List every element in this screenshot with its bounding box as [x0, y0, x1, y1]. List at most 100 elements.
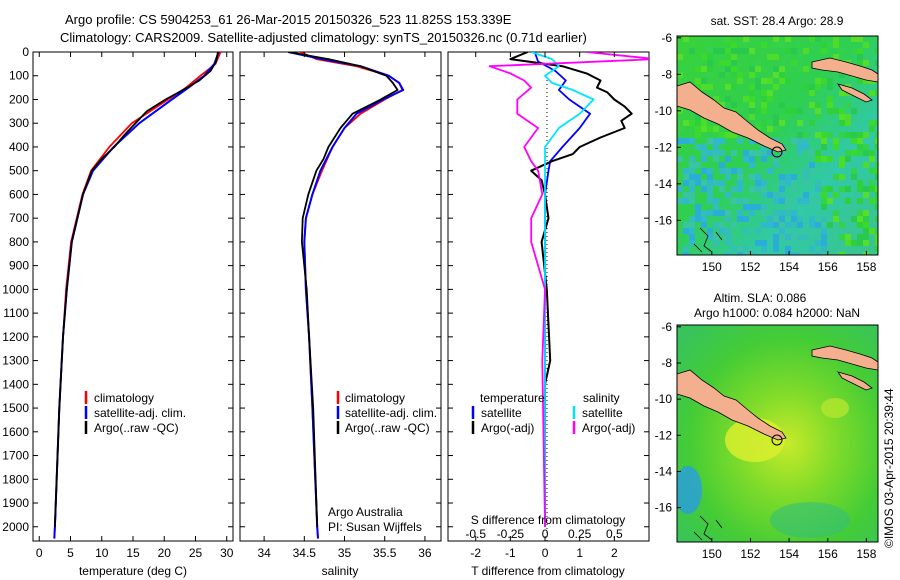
sst-cell [683, 174, 689, 180]
series-line-s-satellite [530, 52, 595, 527]
sst-cell [755, 78, 761, 84]
sst-cell [761, 42, 767, 48]
sst-cell [683, 252, 689, 255]
sst-cell [791, 234, 797, 240]
sst-cell [707, 54, 713, 60]
sst-cell [749, 66, 755, 72]
sst-cell [779, 192, 785, 198]
sst-cell [797, 252, 803, 255]
sst-cell [875, 240, 878, 246]
sst-cell [839, 156, 845, 162]
sst-cell [821, 222, 827, 228]
sst-cell [689, 168, 695, 174]
sst-cell [695, 78, 701, 84]
sst-cell [707, 72, 713, 78]
sst-cell [689, 198, 695, 204]
sla-map-title: Altim. SLA: 0.086 [714, 291, 807, 305]
sst-cell [701, 54, 707, 60]
sst-cell [839, 48, 845, 54]
sst-cell [833, 42, 839, 48]
sst-cell [707, 126, 713, 132]
sst-cell [803, 180, 809, 186]
sst-cell [791, 216, 797, 222]
sst-cell [827, 96, 833, 102]
depth-tick-label: 0 [22, 45, 29, 59]
sst-cell [713, 210, 719, 216]
sst-cell [683, 36, 689, 42]
sst-cell [875, 120, 878, 126]
sst-cell [761, 246, 767, 252]
sst-cell [701, 126, 707, 132]
legend-t-argo-label: Argo(-adj) [481, 421, 534, 435]
depth-tick-label: 1700 [2, 449, 29, 463]
sst-cell [785, 222, 791, 228]
sst-cell [833, 192, 839, 198]
sst-cell [737, 180, 743, 186]
sst-cell [743, 36, 749, 42]
sst-cell [773, 210, 779, 216]
sst-cell [695, 60, 701, 66]
sst-cell [713, 204, 719, 210]
sst-cell [773, 72, 779, 78]
sst-cell [731, 198, 737, 204]
s-tick-label: -0.5 [465, 527, 486, 541]
depth-tick-label: 1100 [3, 306, 29, 320]
sst-cell [845, 240, 851, 246]
sst-cell [839, 252, 845, 255]
sst-cell [863, 186, 869, 192]
sst-cell [737, 252, 743, 255]
sst-cell [791, 210, 797, 216]
sst-cell [797, 144, 803, 150]
sst-cell [731, 48, 737, 54]
sst-cell [761, 240, 767, 246]
sst-cell [695, 120, 701, 126]
sst-cell [863, 60, 869, 66]
sst-cell [803, 66, 809, 72]
sst-cell [695, 84, 701, 90]
sst-cell [707, 234, 713, 240]
sst-cell [827, 108, 833, 114]
annotation-pi: PI: Susan Wijffels [328, 520, 422, 534]
sst-cell [677, 54, 683, 60]
sst-cell [737, 48, 743, 54]
sst-cell [833, 216, 839, 222]
sst-cell [875, 132, 878, 138]
sst-cell [683, 246, 689, 252]
lat-tick-label: -6 [661, 31, 672, 45]
sst-cell [713, 54, 719, 60]
lon-tick-label: 152 [740, 547, 760, 561]
sst-cell [689, 162, 695, 168]
sst-cell [701, 150, 707, 156]
sst-cell [863, 192, 869, 198]
sst-cell [719, 48, 725, 54]
sst-cell [677, 156, 683, 162]
sst-cell [749, 156, 755, 162]
sst-cell [857, 234, 863, 240]
sst-cell [683, 180, 689, 186]
sst-cell [851, 138, 857, 144]
series-line-t-argo-adj- [509, 52, 633, 527]
sst-cell [677, 186, 683, 192]
sst-cell [749, 48, 755, 54]
sst-cell [755, 126, 761, 132]
sst-cell [767, 168, 773, 174]
sst-cell [695, 204, 701, 210]
x-tick-label: 36 [418, 546, 432, 560]
sst-cell [677, 66, 683, 72]
sst-cell [761, 90, 767, 96]
sst-cell [803, 234, 809, 240]
sst-cell [791, 186, 797, 192]
x-tick-label: 34.5 [293, 546, 317, 560]
sst-cell [821, 198, 827, 204]
sst-cell [761, 96, 767, 102]
sst-cell [809, 120, 815, 126]
sst-cell [767, 192, 773, 198]
sst-cell [755, 84, 761, 90]
sst-cell [749, 90, 755, 96]
sst-cell [755, 228, 761, 234]
sst-cell [875, 174, 878, 180]
sst-cell [749, 210, 755, 216]
sst-field-cells [677, 36, 878, 255]
s-tick-label: 0 [542, 527, 549, 541]
sst-cell [863, 228, 869, 234]
